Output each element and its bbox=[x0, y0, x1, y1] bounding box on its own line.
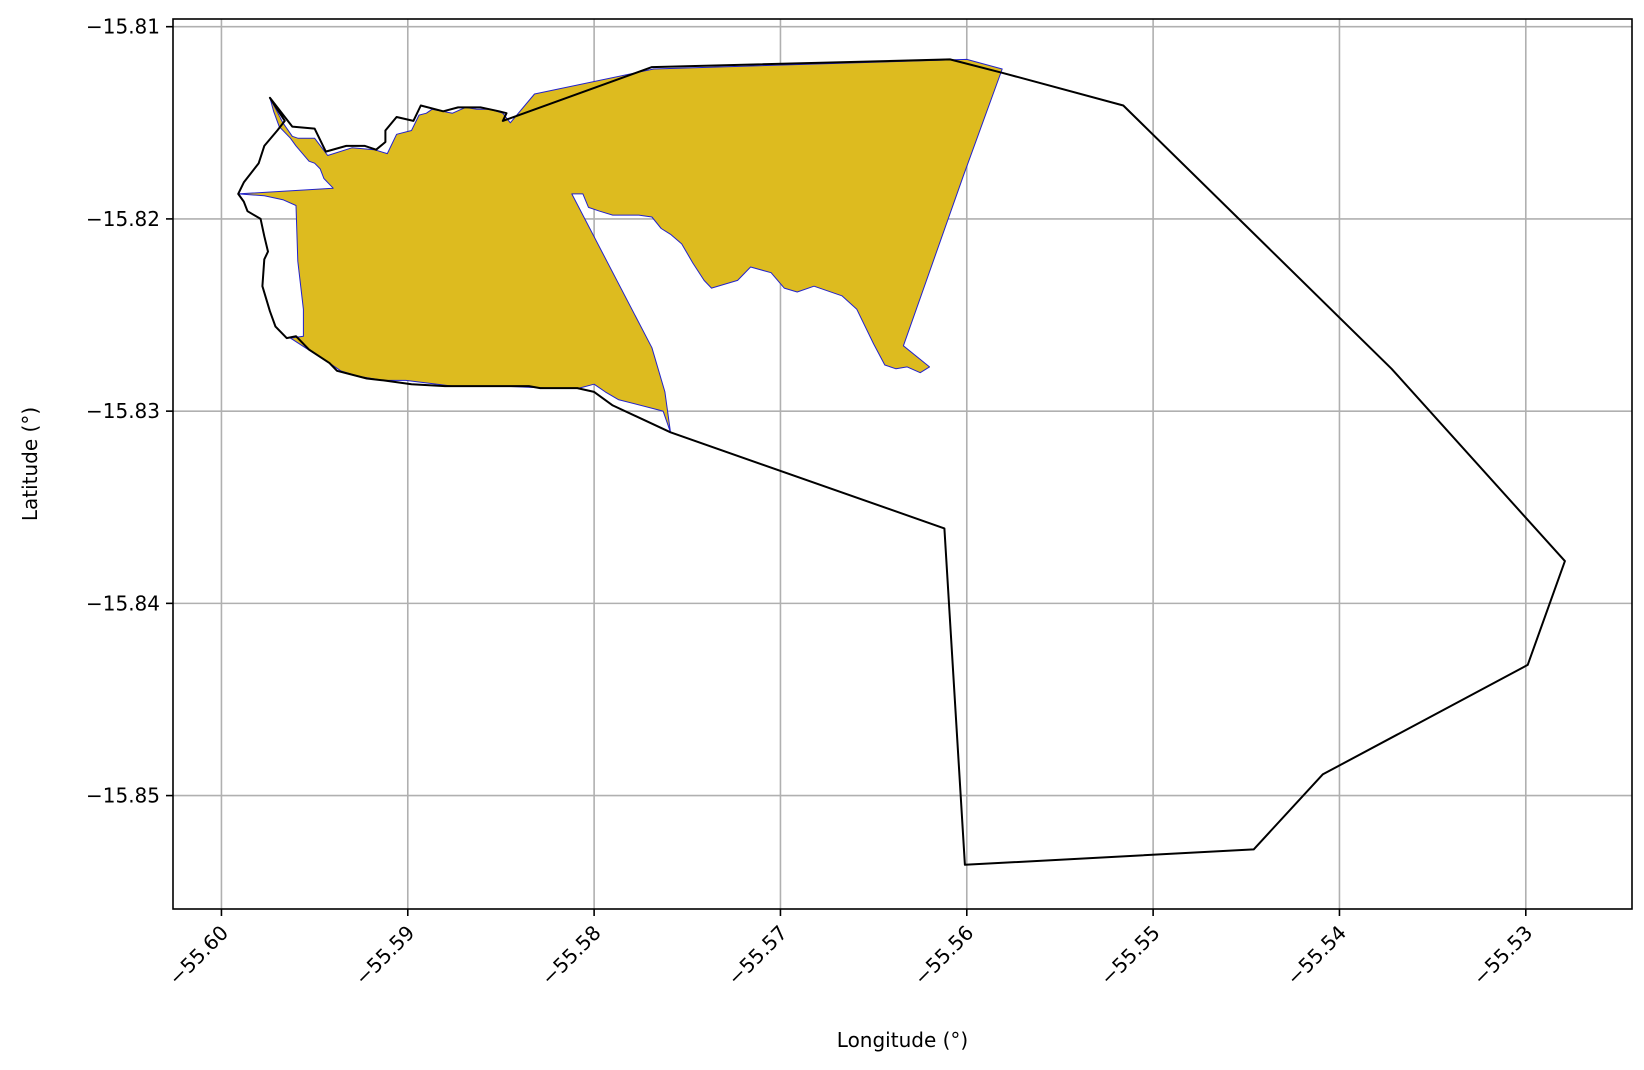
y-tick-label: −15.81 bbox=[86, 15, 160, 39]
boundary-outline bbox=[237, 58, 1566, 866]
y-tick-label: −15.82 bbox=[86, 207, 160, 231]
y-tick-label: −15.83 bbox=[86, 399, 160, 423]
y-axis-label: Latitude (°) bbox=[18, 407, 42, 521]
plot-frame bbox=[172, 18, 1633, 910]
y-tick-label: −15.84 bbox=[86, 591, 160, 615]
map-layers bbox=[237, 58, 1566, 866]
x-axis-label: Longitude (°) bbox=[837, 1028, 968, 1052]
y-tick-label: −15.85 bbox=[86, 784, 160, 808]
